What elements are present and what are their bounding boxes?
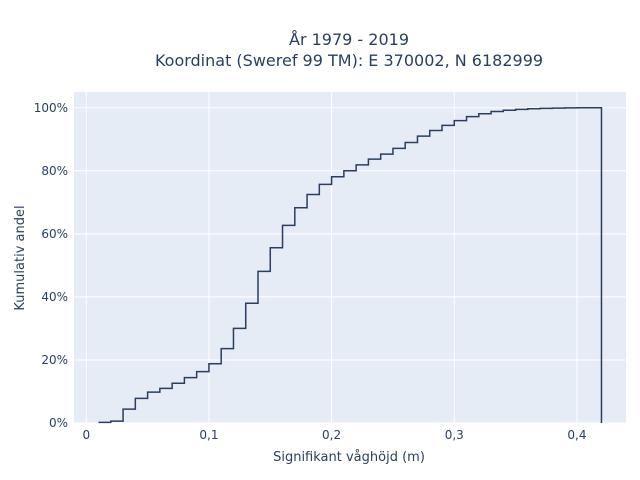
x-tick-label: 0 — [82, 428, 90, 442]
x-tick-label: 0,4 — [567, 428, 586, 442]
y-tick-label: 20% — [41, 353, 68, 367]
y-axis-title: Kumulativ andel — [13, 205, 28, 310]
y-tick-label: 0% — [49, 416, 68, 430]
chart-title-line1: År 1979 - 2019 — [289, 30, 409, 49]
y-tick-label: 60% — [41, 227, 68, 241]
chart-title-line2: Koordinat (Sweref 99 TM): E 370002, N 61… — [155, 51, 543, 70]
y-tick-label: 100% — [34, 101, 68, 115]
plot-area — [74, 92, 626, 423]
y-tick-label: 40% — [41, 290, 68, 304]
x-tick-label: 0,1 — [199, 428, 218, 442]
x-axis-title: Signifikant våghöjd (m) — [273, 450, 425, 465]
grid-lines — [74, 92, 626, 424]
x-tick-label: 0,3 — [445, 428, 464, 442]
cdf-step-line — [98, 107, 603, 424]
tick-labels: 0 0,1 0,2 0,3 0,4 0% 20% 40% 60% 80% 100% — [34, 101, 587, 442]
x-tick-label: 0,2 — [322, 428, 341, 442]
y-tick-label: 80% — [41, 164, 68, 178]
